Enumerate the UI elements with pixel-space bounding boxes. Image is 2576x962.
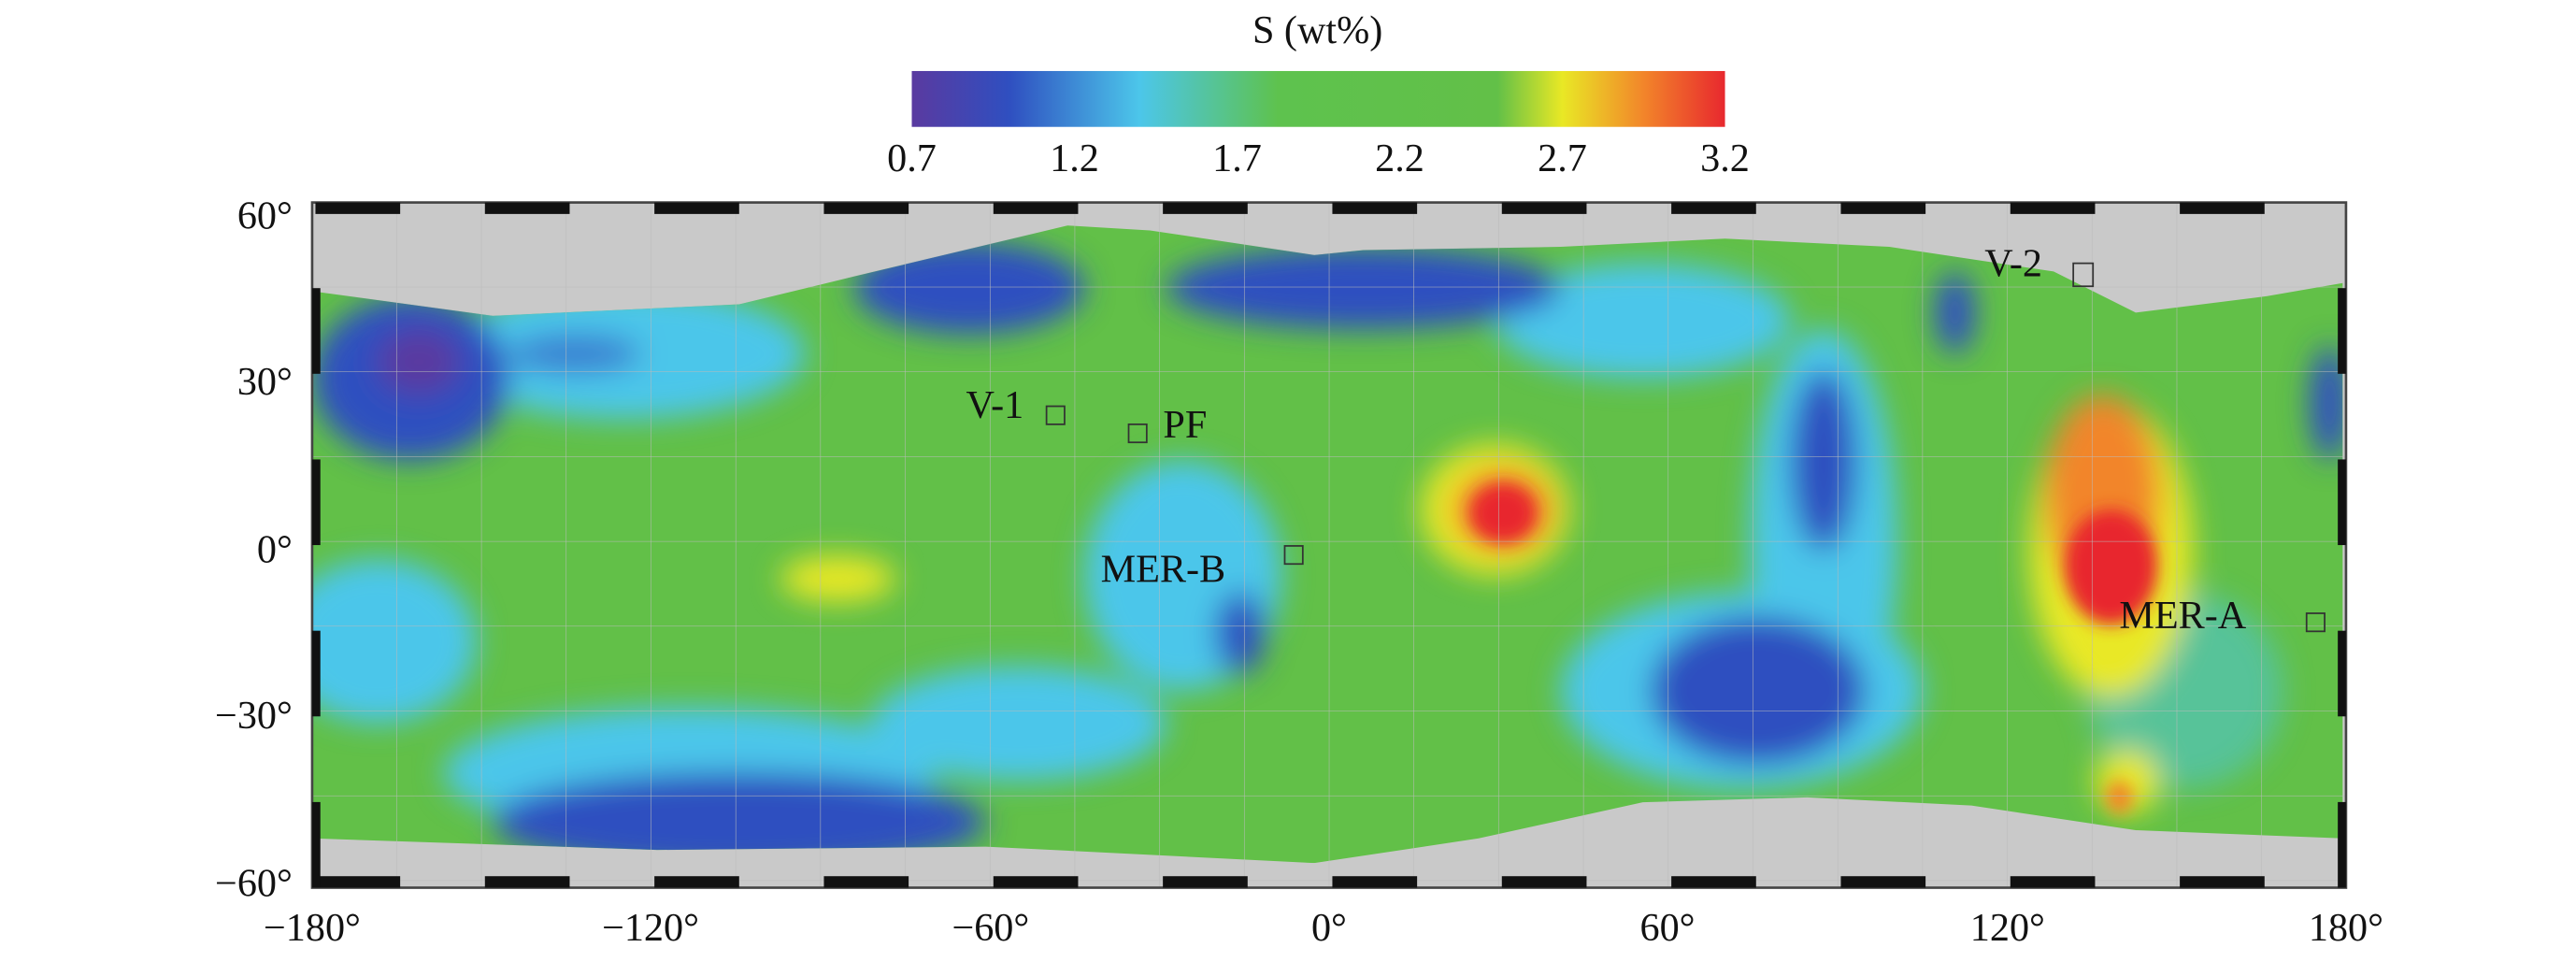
colorbar-tick: 1.2 — [1050, 136, 1099, 180]
scale-bar-segment — [311, 288, 321, 374]
scale-bar-segment — [311, 630, 321, 717]
site-marker-v1 — [1045, 405, 1066, 425]
scale-bar-segment — [484, 202, 570, 214]
scale-bar-segment — [654, 202, 739, 214]
scale-bar-segment — [1332, 202, 1418, 214]
x-axis-labels: −180° −120° −60° 0° 60° 120° 180° — [264, 906, 2383, 950]
site-marker-mer-b — [1283, 545, 1304, 566]
scale-bar-segment — [993, 202, 1079, 214]
y-tick: 0° — [257, 528, 293, 572]
scale-bar-segment — [1671, 876, 1756, 888]
scale-bar-segment — [311, 459, 321, 546]
scale-bar-segment — [823, 202, 909, 214]
map-panel: V-1 PF MER-B V-2 MER-A — [310, 201, 2348, 889]
scale-bar-segment — [1840, 202, 1926, 214]
site-label-mer-b: MER-B — [1101, 548, 1226, 592]
site-label-mer-a: MER-A — [2119, 594, 2246, 638]
scale-bar-segment — [2338, 459, 2346, 546]
scale-bar-segment — [654, 876, 739, 888]
scale-bar-segment — [2180, 876, 2265, 888]
lat-lon-grid — [311, 202, 2346, 888]
scale-bar-segment — [1332, 876, 1418, 888]
scale-bar-segment — [1840, 876, 1926, 888]
scale-bar-segment — [1671, 202, 1756, 214]
scale-bar-segment — [2338, 801, 2346, 888]
colorbar — [911, 70, 1725, 127]
scale-bar-segment — [315, 202, 401, 214]
scale-bar-segment — [2010, 202, 2096, 214]
colorbar-tick: 2.2 — [1375, 136, 1424, 180]
y-axis-labels: 60° 30° 0° −30° −60° — [215, 194, 293, 906]
scale-bar-segment — [484, 876, 570, 888]
scale-bar-segment — [823, 876, 909, 888]
scale-bar-segment — [315, 876, 401, 888]
colorbar-title: S (wt%) — [1252, 8, 1382, 52]
scale-bar-segment — [2180, 202, 2265, 214]
x-tick: −60° — [952, 906, 1029, 950]
x-tick: 60° — [1639, 906, 1695, 950]
scale-bar-segment — [1501, 202, 1587, 214]
x-tick: 120° — [1970, 906, 2045, 950]
scale-bar-segment — [2338, 288, 2346, 374]
x-tick: −180° — [264, 906, 361, 950]
site-marker-pf — [1127, 423, 1148, 444]
colorbar-tick: 3.2 — [1700, 136, 1750, 180]
scale-bar-segment — [2338, 630, 2346, 717]
colorbar-tick: 1.7 — [1212, 136, 1262, 180]
site-marker-mer-a — [2305, 612, 2326, 633]
y-tick: −60° — [215, 861, 293, 905]
scale-bar-segment — [311, 801, 321, 888]
site-label-v1: V-1 — [966, 383, 1023, 427]
site-marker-v2 — [2072, 262, 2095, 288]
scale-bar-segment — [1163, 202, 1248, 214]
landing-sites — [1045, 262, 2326, 633]
y-tick: 30° — [237, 360, 293, 404]
y-tick: 60° — [237, 194, 293, 238]
x-tick: 0° — [1311, 906, 1347, 950]
site-label-v2: V-2 — [1984, 242, 2042, 286]
scale-bar-segment — [993, 876, 1079, 888]
x-tick: −120° — [602, 906, 699, 950]
site-label-pf: PF — [1163, 403, 1207, 447]
colorbar-tick: 2.7 — [1538, 136, 1587, 180]
frame-scale-bars — [311, 202, 2346, 888]
scale-bar-segment — [1501, 876, 1587, 888]
x-tick: 180° — [2309, 906, 2383, 950]
scale-bar-segment — [1163, 876, 1248, 888]
y-tick: −30° — [215, 694, 293, 738]
scale-bar-segment — [2010, 876, 2096, 888]
colorbar-ticks: 0.7 1.2 1.7 2.2 2.7 3.2 — [887, 136, 1750, 180]
colorbar-tick: 0.7 — [887, 136, 937, 180]
